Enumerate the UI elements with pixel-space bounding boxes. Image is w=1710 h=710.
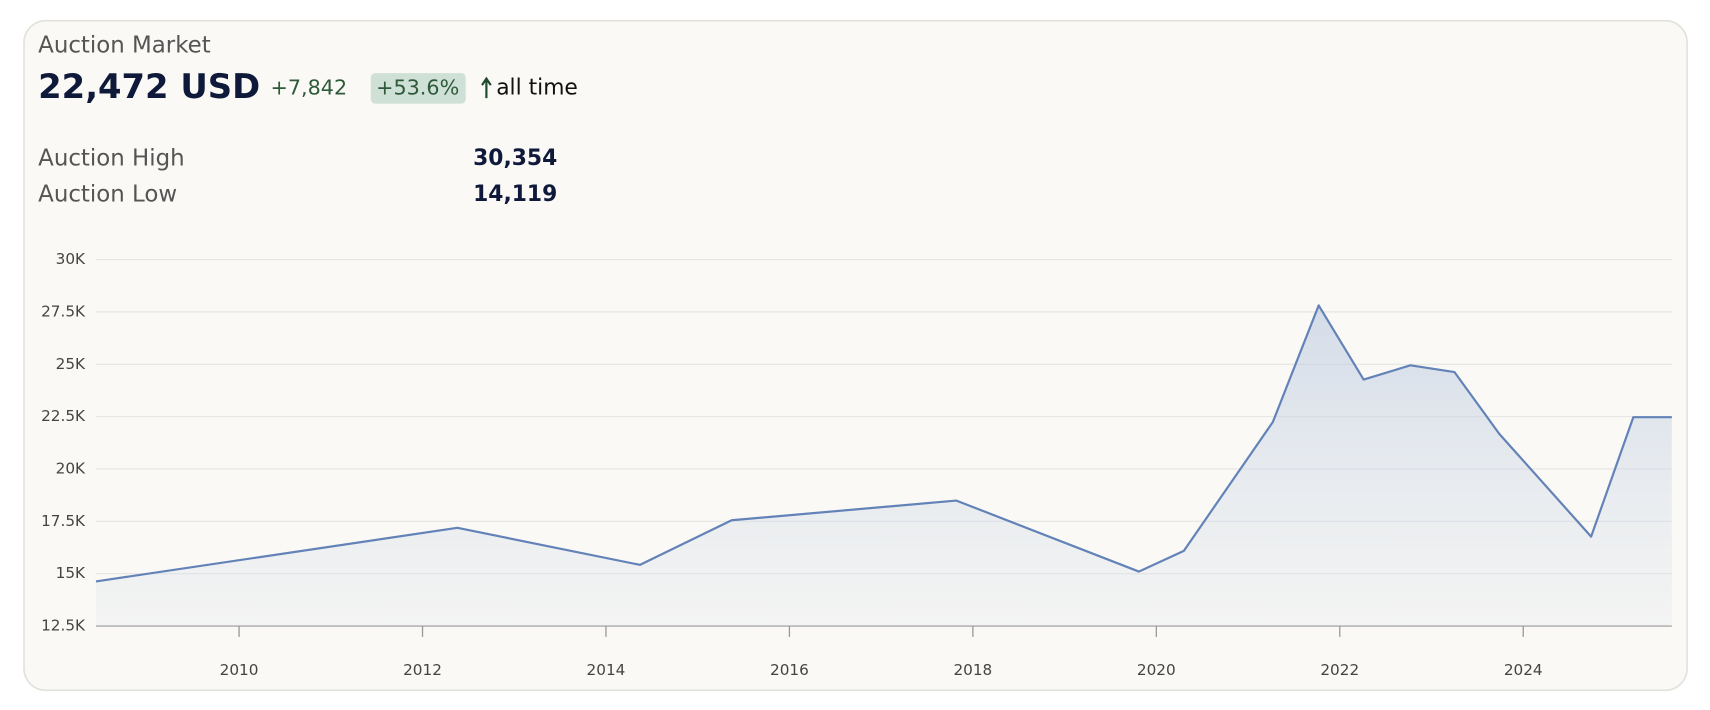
y-tick-label: 17.5K	[41, 512, 86, 530]
y-tick-label: 20K	[56, 459, 86, 477]
x-tick-label: 2020	[1137, 661, 1176, 679]
y-tick-label: 15K	[56, 564, 86, 582]
price: 22,472 USD	[38, 67, 260, 106]
x-tick-label: 2014	[587, 661, 626, 679]
change-badge	[370, 73, 466, 104]
chart: 12.5K 15K 17.5K 20K 22.5K 25K 27.5K 30K 2010 2012…	[41, 250, 1672, 679]
up-arrow	[481, 76, 492, 99]
area	[95, 305, 1672, 627]
stat-value: 30,354	[473, 146, 557, 171]
x-tick-label: 2012	[403, 661, 442, 679]
y-tick-label: 22.5K	[41, 407, 86, 425]
stat-label: Auction Low	[38, 182, 177, 208]
x-tick-label: 2010	[220, 661, 259, 679]
stat-value: 14,119	[473, 182, 557, 207]
change: +7,842	[270, 75, 347, 99]
x-tick-label: 2024	[1504, 661, 1543, 679]
change-pct: +53.6%	[376, 75, 459, 99]
y-tick-label: 30K	[56, 250, 86, 268]
x-tick-label: 2022	[1320, 661, 1359, 679]
x-tick-label: 2018	[953, 661, 992, 679]
card-title: Auction Market	[38, 32, 211, 58]
period: all time	[496, 75, 578, 100]
line	[95, 304, 1672, 583]
y-tick-label: 25K	[56, 355, 86, 373]
x-tick-label: 2016	[770, 661, 809, 679]
y-tick-label: 27.5K	[41, 302, 86, 320]
stat-label: Auction High	[38, 146, 185, 172]
y-tick-label: 12.5K	[41, 617, 86, 635]
